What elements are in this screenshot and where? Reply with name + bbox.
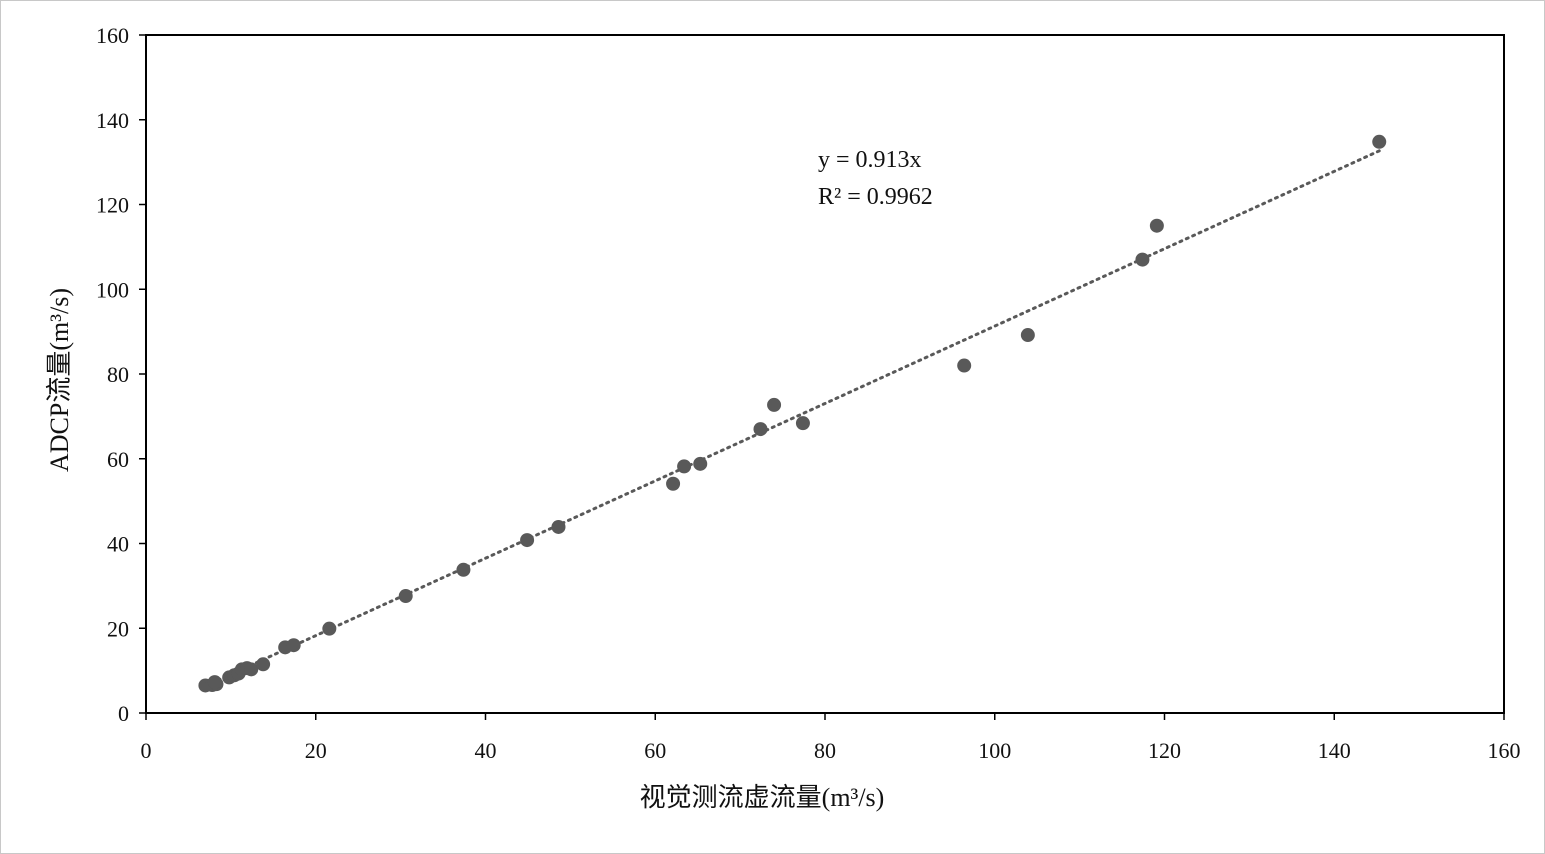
y-tick-label: 160	[96, 23, 129, 48]
data-point	[767, 397, 782, 412]
data-point	[957, 358, 972, 373]
plot-area	[145, 34, 1505, 714]
data-point	[677, 459, 692, 474]
data-point	[551, 519, 566, 534]
data-point	[666, 476, 681, 491]
data-point	[1372, 134, 1387, 149]
r-squared-label: R² = 0.9962	[818, 184, 933, 210]
x-tick-label: 20	[305, 738, 327, 763]
x-tick-label: 140	[1318, 738, 1351, 763]
data-point	[1020, 328, 1035, 343]
x-axis-label: 视觉测流虚流量(m³/s)	[640, 783, 885, 812]
y-tick-label: 60	[107, 447, 129, 472]
y-axis-ticks: 0 20 40 60 80 100 120 140 160	[96, 23, 146, 726]
y-tick-label: 140	[96, 108, 129, 133]
data-point	[207, 675, 222, 690]
data-point	[1135, 252, 1150, 267]
data-points	[198, 134, 1387, 693]
y-tick-label: 0	[118, 701, 129, 726]
x-tick-label: 60	[644, 738, 666, 763]
x-tick-label: 80	[814, 738, 836, 763]
y-tick-label: 120	[96, 193, 129, 218]
trendline	[203, 149, 1381, 688]
data-point	[244, 662, 259, 677]
y-tick-label: 100	[96, 277, 129, 302]
x-tick-label: 0	[141, 738, 152, 763]
x-tick-label: 40	[475, 738, 497, 763]
data-point	[1149, 218, 1164, 233]
data-point	[256, 657, 271, 672]
equation-label: y = 0.913x	[818, 147, 922, 173]
y-tick-label: 40	[107, 532, 129, 557]
data-point	[398, 589, 413, 604]
x-axis-ticks: 0 20 40 60 80 100 120 140 160	[141, 713, 1521, 763]
data-point	[693, 456, 708, 471]
y-tick-label: 20	[107, 616, 129, 641]
x-tick-label: 100	[978, 738, 1011, 763]
data-point	[795, 416, 810, 431]
data-point	[753, 422, 768, 437]
y-tick-label: 80	[107, 362, 129, 387]
y-axis-label: ADCP流量(m³/s)	[45, 288, 74, 472]
data-point	[520, 533, 535, 548]
data-point	[322, 621, 337, 636]
x-tick-label: 160	[1488, 738, 1521, 763]
data-point	[456, 562, 471, 577]
data-point	[286, 638, 301, 653]
x-tick-label: 120	[1148, 738, 1181, 763]
